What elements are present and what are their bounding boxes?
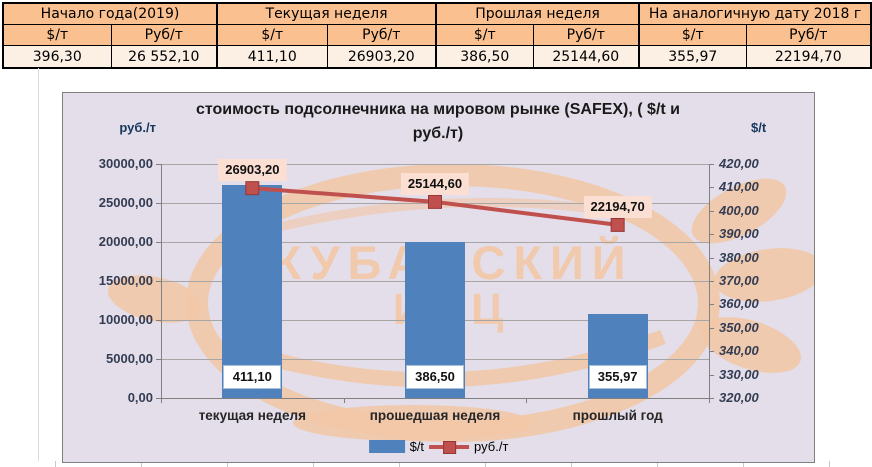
subheader-usd[interactable]: $/т bbox=[2, 24, 112, 46]
subheader-rub[interactable]: Руб/т bbox=[326, 24, 437, 46]
right-axis-tick-label: 360,00 bbox=[719, 296, 759, 312]
subheader-usd[interactable]: $/т bbox=[216, 24, 328, 46]
sheet-gridline-row bbox=[55, 461, 855, 467]
sheet-gridline bbox=[38, 68, 39, 461]
line-value-label: 26903,20 bbox=[218, 159, 287, 182]
right-axis-tick-label: 350,00 bbox=[719, 319, 759, 335]
left-axis-tick-label: 20000,00 bbox=[98, 234, 153, 249]
group-header-same-date-2018[interactable]: На аналогичную дату 2018 г bbox=[638, 2, 872, 25]
right-axis-tick-label: 330,00 bbox=[719, 366, 759, 382]
subheader-rub[interactable]: Руб/т bbox=[110, 24, 218, 46]
group-header-year-start[interactable]: Начало года(2019) bbox=[2, 2, 218, 25]
x-axis-tick bbox=[161, 398, 162, 403]
legend-bar-swatch bbox=[368, 440, 405, 453]
chart-title: стоимость подсолнечника на мировом рынке… bbox=[138, 98, 738, 146]
right-axis-tick bbox=[709, 351, 714, 353]
category-label-2: прошедшая неделя bbox=[369, 408, 501, 423]
right-axis-title: $/t bbox=[751, 120, 767, 135]
subheader-usd[interactable]: $/т bbox=[435, 24, 534, 46]
table-header-row: Начало года(2019) Текущая неделя Прошлая… bbox=[2, 2, 872, 25]
left-axis-tick bbox=[156, 242, 161, 243]
table-subheader-row: $/т Руб/т $/т Руб/т $/т Руб/т $/т Руб/т bbox=[2, 24, 872, 46]
subheader-usd[interactable]: $/т bbox=[638, 24, 747, 46]
chart-legend: $/t руб./т bbox=[368, 439, 509, 454]
right-axis-tick-label: 380,00 bbox=[719, 249, 759, 265]
table-data-row: 396,30 26 552,10 411,10 26903,20 386,50 … bbox=[2, 45, 872, 69]
bar-value-label: 355,97 bbox=[588, 365, 647, 389]
left-axis-tick-label: 25000,00 bbox=[98, 195, 153, 210]
cell-2018-rub[interactable]: 22194,70 bbox=[745, 45, 872, 69]
line-value-label: 22194,70 bbox=[583, 195, 652, 218]
right-axis-tick-label: 420,00 bbox=[719, 156, 759, 171]
left-axis-tick-label: 10000,00 bbox=[98, 312, 153, 327]
cell-last-week-usd[interactable]: 386,50 bbox=[435, 45, 534, 69]
left-axis-title: руб./т bbox=[119, 120, 156, 135]
sunflower-price-chart[interactable]: КУБАНСКИЙ ИКЦ стоимость подсолнечника на… bbox=[62, 92, 815, 463]
legend-label: $/t bbox=[409, 439, 425, 454]
x-axis-tick bbox=[526, 398, 528, 403]
left-axis-tick bbox=[156, 281, 161, 282]
group-header-last-week[interactable]: Прошлая неделя bbox=[435, 2, 640, 25]
left-axis-line bbox=[161, 164, 162, 398]
left-axis-tick-label: 5000,00 bbox=[106, 351, 153, 366]
category-label-3: прошлый год bbox=[572, 408, 663, 423]
major-gridline bbox=[161, 164, 709, 165]
right-axis-tick-label: 410,00 bbox=[719, 179, 759, 195]
cell-year-start-usd[interactable]: 396,30 bbox=[2, 45, 112, 69]
bar-value-label: 386,50 bbox=[406, 365, 464, 389]
right-axis-tick bbox=[709, 281, 714, 282]
category-label-1: текущая неделя bbox=[198, 408, 306, 423]
right-axis-tick-label: 370,00 bbox=[719, 273, 759, 288]
right-axis-tick bbox=[709, 304, 714, 306]
chart-title-line2: руб./т) bbox=[412, 125, 464, 142]
right-axis-tick-label: 340,00 bbox=[719, 343, 759, 359]
left-axis-tick bbox=[156, 398, 161, 399]
right-axis-tick-label: 320,00 bbox=[719, 390, 759, 405]
left-axis-tick-label: 15000,00 bbox=[98, 273, 153, 288]
left-axis-tick-label: 30000,00 bbox=[98, 156, 153, 171]
bar-value-label: 411,10 bbox=[223, 365, 282, 389]
legend-line-swatch bbox=[429, 440, 470, 454]
x-axis-tick bbox=[343, 398, 345, 403]
cell-last-week-rub[interactable]: 25144,60 bbox=[532, 45, 640, 69]
right-axis-tick-label: 390,00 bbox=[719, 226, 759, 242]
right-axis-line bbox=[709, 164, 710, 398]
subheader-rub[interactable]: Руб/т bbox=[745, 24, 872, 46]
right-axis-tick bbox=[709, 210, 714, 212]
cell-year-start-rub[interactable]: 26 552,10 bbox=[110, 45, 218, 69]
right-axis-tick bbox=[709, 187, 714, 189]
right-axis-tick-label: 400,00 bbox=[719, 202, 759, 218]
subheader-rub[interactable]: Руб/т bbox=[532, 24, 640, 46]
left-axis-tick-label: 0,00 bbox=[127, 390, 153, 405]
right-axis-tick bbox=[709, 398, 714, 399]
left-axis-tick bbox=[156, 164, 161, 165]
right-axis-tick bbox=[709, 327, 714, 329]
left-axis-tick bbox=[156, 203, 161, 204]
right-axis-tick bbox=[709, 257, 714, 259]
cell-current-week-rub[interactable]: 26903,20 bbox=[326, 45, 437, 69]
right-axis-tick bbox=[709, 164, 714, 165]
group-header-current-week[interactable]: Текущая неделя bbox=[215, 2, 437, 25]
cell-2018-usd[interactable]: 355,97 bbox=[638, 45, 747, 69]
left-axis-tick bbox=[156, 320, 161, 321]
right-axis-tick bbox=[709, 234, 714, 236]
x-axis-tick bbox=[709, 398, 710, 403]
legend-label: руб./т bbox=[474, 439, 509, 454]
cell-current-week-usd[interactable]: 411,10 bbox=[216, 45, 328, 69]
price-table: Начало года(2019) Текущая неделя Прошлая… bbox=[2, 2, 872, 69]
right-axis-tick bbox=[709, 374, 714, 376]
left-axis-tick bbox=[156, 359, 161, 360]
x-axis-line bbox=[161, 398, 710, 399]
chart-title-line1: стоимость подсолнечника на мировом рынке… bbox=[195, 101, 680, 118]
line-value-label: 25144,60 bbox=[400, 172, 470, 195]
